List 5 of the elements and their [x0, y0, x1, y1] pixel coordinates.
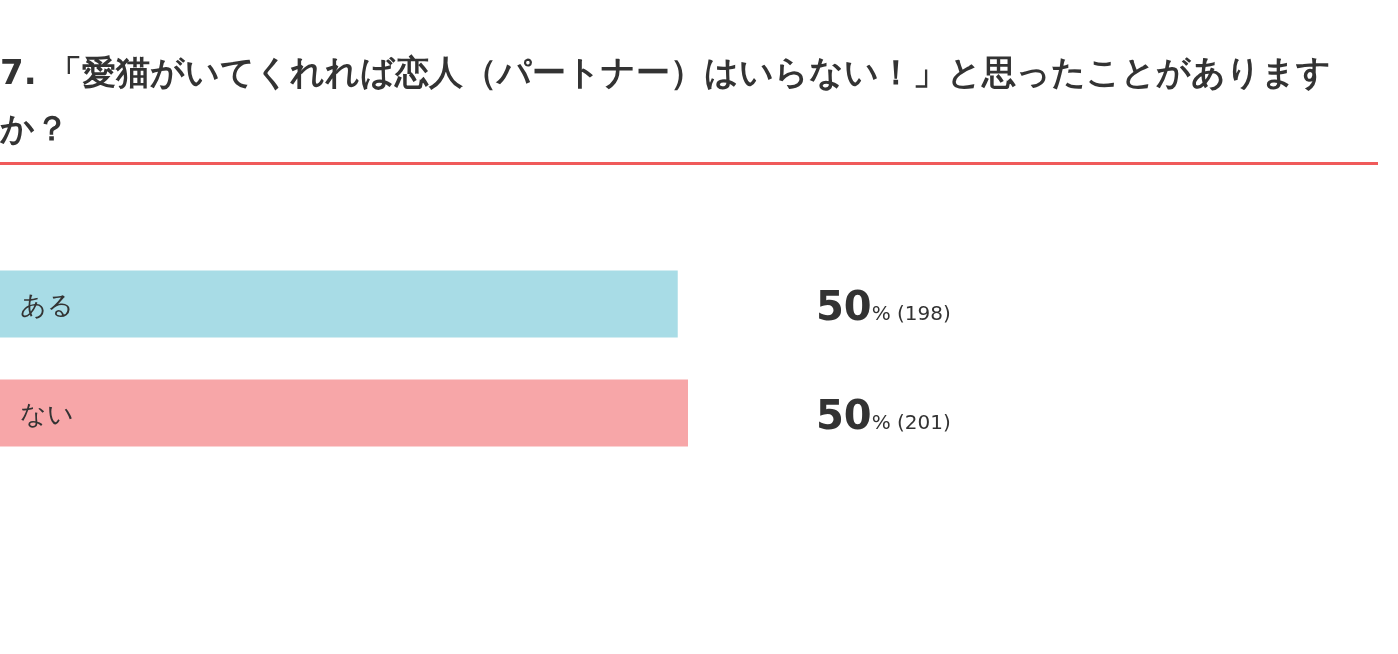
- data-label: 50% (198): [816, 283, 951, 329]
- chart-title: 7. 「愛猫がいてくれれば恋人（パートナー）はいらない！」と思ったことがありますか？: [0, 44, 1378, 165]
- y-tick-label: ない: [20, 398, 74, 429]
- y-tick-label: ある: [20, 289, 74, 320]
- data-label: 50% (201): [816, 392, 951, 438]
